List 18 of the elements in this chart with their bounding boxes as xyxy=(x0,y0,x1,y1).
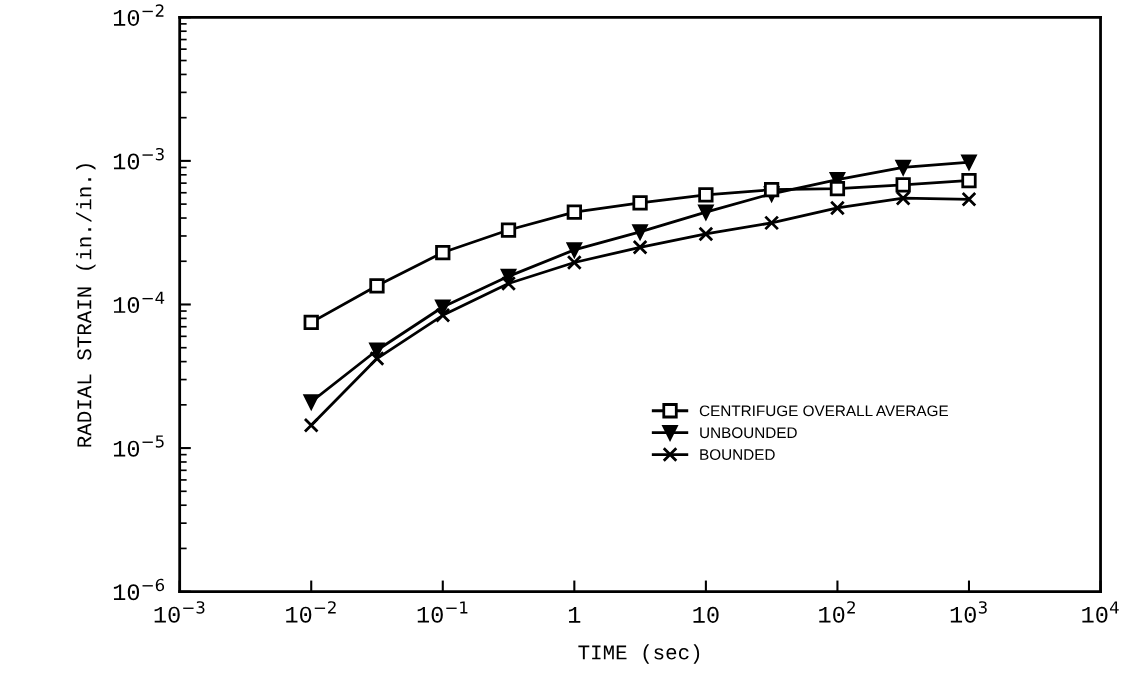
y-tick-label: 10$^{−3}$ xyxy=(113,147,164,170)
x-tick-label: 10$^{4}$ xyxy=(1082,601,1119,623)
x-tick-label: 10$^{−3}$ xyxy=(154,601,205,623)
y-axis-title: RADIAL STRAIN (in./in.) xyxy=(76,164,96,447)
y-tick-label: 10$^{−4}$ xyxy=(113,291,165,314)
legend-label: BOUNDED xyxy=(700,449,775,461)
x-tick-label: 10$^{−1}$ xyxy=(417,601,468,623)
x-axis-title: TIME (sec) xyxy=(578,644,700,664)
y-tick-label: 10$^{−2}$ xyxy=(113,4,164,26)
x-tick-label: 1 xyxy=(568,607,581,623)
legend-label: UNBOUNDED xyxy=(700,427,797,439)
y-tick-label: 10$^{−5}$ xyxy=(113,435,164,457)
x-tick-label: 10$^{2}$ xyxy=(819,601,855,623)
y-tick-label: 10$^{−6}$ xyxy=(113,578,165,601)
x-tick-label: 10$^{−2}$ xyxy=(286,601,336,623)
x-tick-label: 10$^{3}$ xyxy=(950,601,987,623)
x-tick-label: 10 xyxy=(693,606,719,623)
legend-label: CENTRIFUGE OVERALL AVERAGE xyxy=(699,405,948,417)
